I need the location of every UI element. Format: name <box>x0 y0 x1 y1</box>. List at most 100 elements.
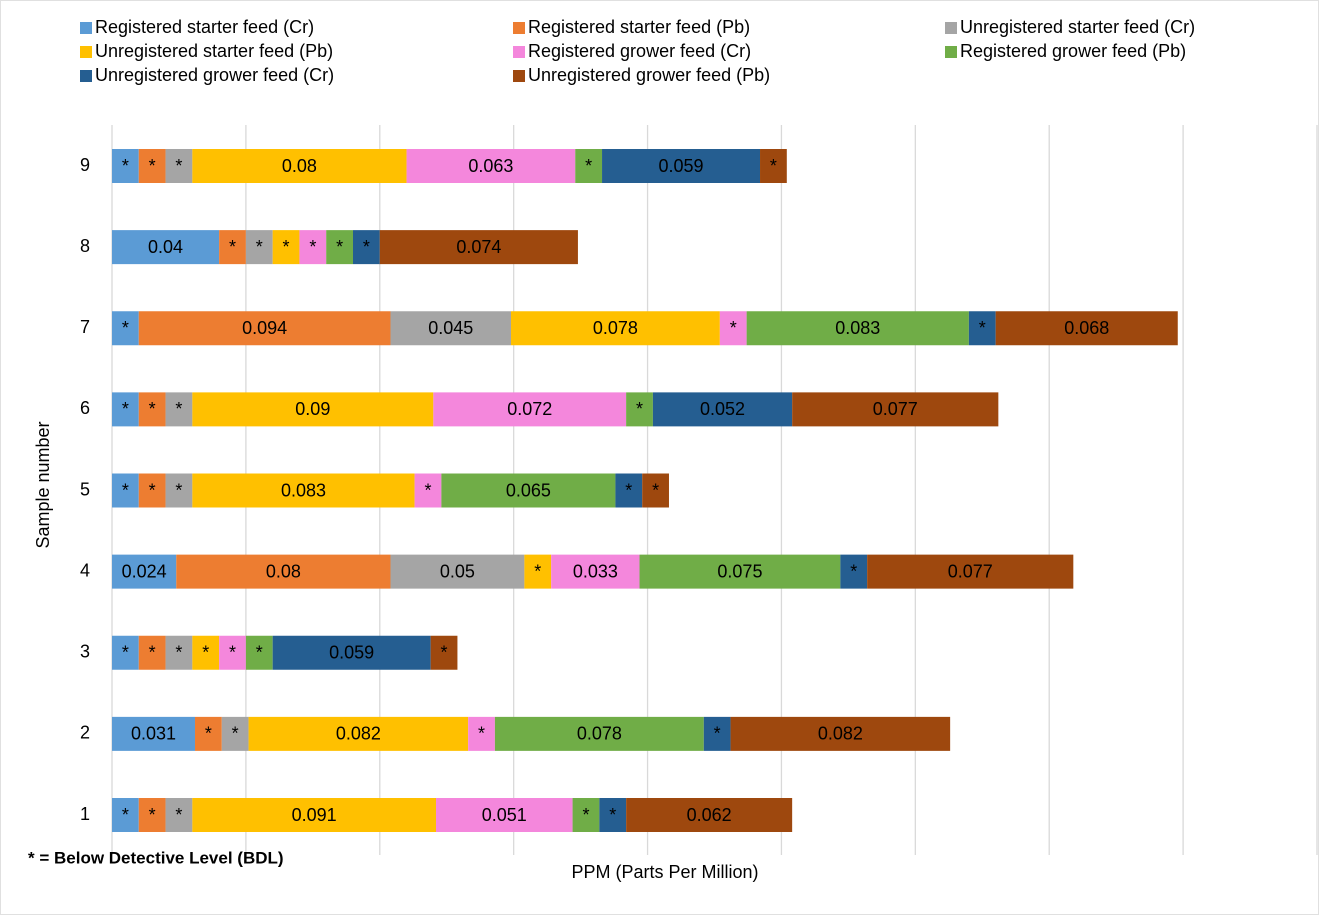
data-label: * <box>714 724 721 744</box>
data-label: * <box>770 156 777 176</box>
data-label: 0.083 <box>835 318 880 338</box>
data-label: * <box>336 237 343 257</box>
y-tick-label: 9 <box>80 155 90 175</box>
legend-label: Unregistered grower feed (Pb) <box>528 65 770 85</box>
bar-segment <box>436 798 573 832</box>
bar-segment <box>652 392 793 427</box>
bar-segment <box>379 230 578 265</box>
bar-segment <box>138 392 166 427</box>
y-tick-label: 4 <box>80 560 90 580</box>
y-tick-label: 5 <box>80 479 90 499</box>
bar-segment <box>272 230 300 265</box>
data-label: 0.08 <box>282 156 317 176</box>
bar-segment <box>626 392 653 427</box>
bar-segment <box>112 230 220 265</box>
data-label: * <box>582 805 589 825</box>
bar-segment <box>390 311 511 346</box>
data-label: * <box>441 643 448 663</box>
bar-segment <box>192 798 437 832</box>
data-label: * <box>175 480 182 500</box>
data-label: 0.09 <box>295 399 330 419</box>
bar-segment <box>248 716 469 751</box>
data-label: * <box>122 643 129 663</box>
legend-label: Unregistered starter feed (Cr) <box>960 17 1195 37</box>
bar-segment <box>165 473 193 508</box>
data-label: * <box>149 805 156 825</box>
y-tick-label: 1 <box>80 804 90 824</box>
bar-segment <box>468 716 495 751</box>
bar-segment <box>406 149 576 183</box>
bar-segment <box>112 716 196 751</box>
data-label: * <box>309 237 316 257</box>
data-label: * <box>730 318 737 338</box>
bar-segment <box>192 635 220 670</box>
legend-swatch <box>945 46 957 58</box>
data-label: * <box>229 237 236 257</box>
y-tick-label: 7 <box>80 317 90 337</box>
data-label: * <box>175 156 182 176</box>
data-label: * <box>636 399 643 419</box>
bar-segment <box>176 554 391 589</box>
bar-segment <box>112 798 139 832</box>
legend-swatch <box>80 46 92 58</box>
data-label: 0.077 <box>873 399 918 419</box>
bar-segment <box>730 716 951 751</box>
bar-segment <box>642 473 669 508</box>
data-label: 0.08 <box>266 561 301 581</box>
bar-segment <box>995 311 1178 346</box>
data-label: * <box>283 237 290 257</box>
bar-segment <box>272 635 431 670</box>
data-label: 0.059 <box>329 643 374 663</box>
bar-segment <box>575 149 603 183</box>
data-label: 0.062 <box>687 805 732 825</box>
legend-swatch <box>80 22 92 34</box>
data-label: * <box>609 805 616 825</box>
bar-segment <box>138 149 166 183</box>
data-label: 0.065 <box>506 480 551 500</box>
data-label: 0.094 <box>242 318 287 338</box>
y-tick-label: 2 <box>80 723 90 743</box>
data-label: 0.063 <box>468 156 513 176</box>
data-label: 0.072 <box>507 399 552 419</box>
bar-segment <box>112 392 139 427</box>
bar-segment <box>792 392 999 427</box>
legend-label: Registered starter feed (Cr) <box>95 17 314 37</box>
bar-segment <box>326 230 353 265</box>
data-label: * <box>122 399 129 419</box>
bar-segment <box>192 473 415 508</box>
data-label: * <box>229 643 236 663</box>
data-label: 0.082 <box>818 724 863 744</box>
bar-segment <box>494 716 704 751</box>
bar-segment <box>626 798 793 832</box>
bar-segment <box>299 230 327 265</box>
y-tick-label: 3 <box>80 642 90 662</box>
y-axis-title: Sample number <box>33 421 53 548</box>
bar-segment <box>551 554 640 589</box>
bar-segment <box>245 230 273 265</box>
data-label: * <box>424 480 431 500</box>
data-label: 0.059 <box>659 156 704 176</box>
legend-label: Unregistered grower feed (Cr) <box>95 65 334 85</box>
data-label: 0.031 <box>131 724 176 744</box>
data-label: * <box>149 480 156 500</box>
data-label: * <box>232 724 239 744</box>
bar-segment <box>138 311 391 346</box>
bar-segment <box>245 635 273 670</box>
bar-segment <box>639 554 841 589</box>
bar-segment <box>390 554 525 589</box>
bar-segment <box>219 230 246 265</box>
data-label: * <box>175 643 182 663</box>
bar-segment <box>510 311 720 346</box>
bar-segment <box>599 798 627 832</box>
bar-segment <box>138 473 166 508</box>
data-label: 0.074 <box>456 237 501 257</box>
data-label: 0.078 <box>593 318 638 338</box>
bar-segment <box>138 798 166 832</box>
bar-segment <box>430 635 458 670</box>
footnote: * = Below Detective Level (BDL) <box>28 848 284 867</box>
bar-segment <box>703 716 731 751</box>
data-label: * <box>122 480 129 500</box>
legend-swatch <box>80 70 92 82</box>
